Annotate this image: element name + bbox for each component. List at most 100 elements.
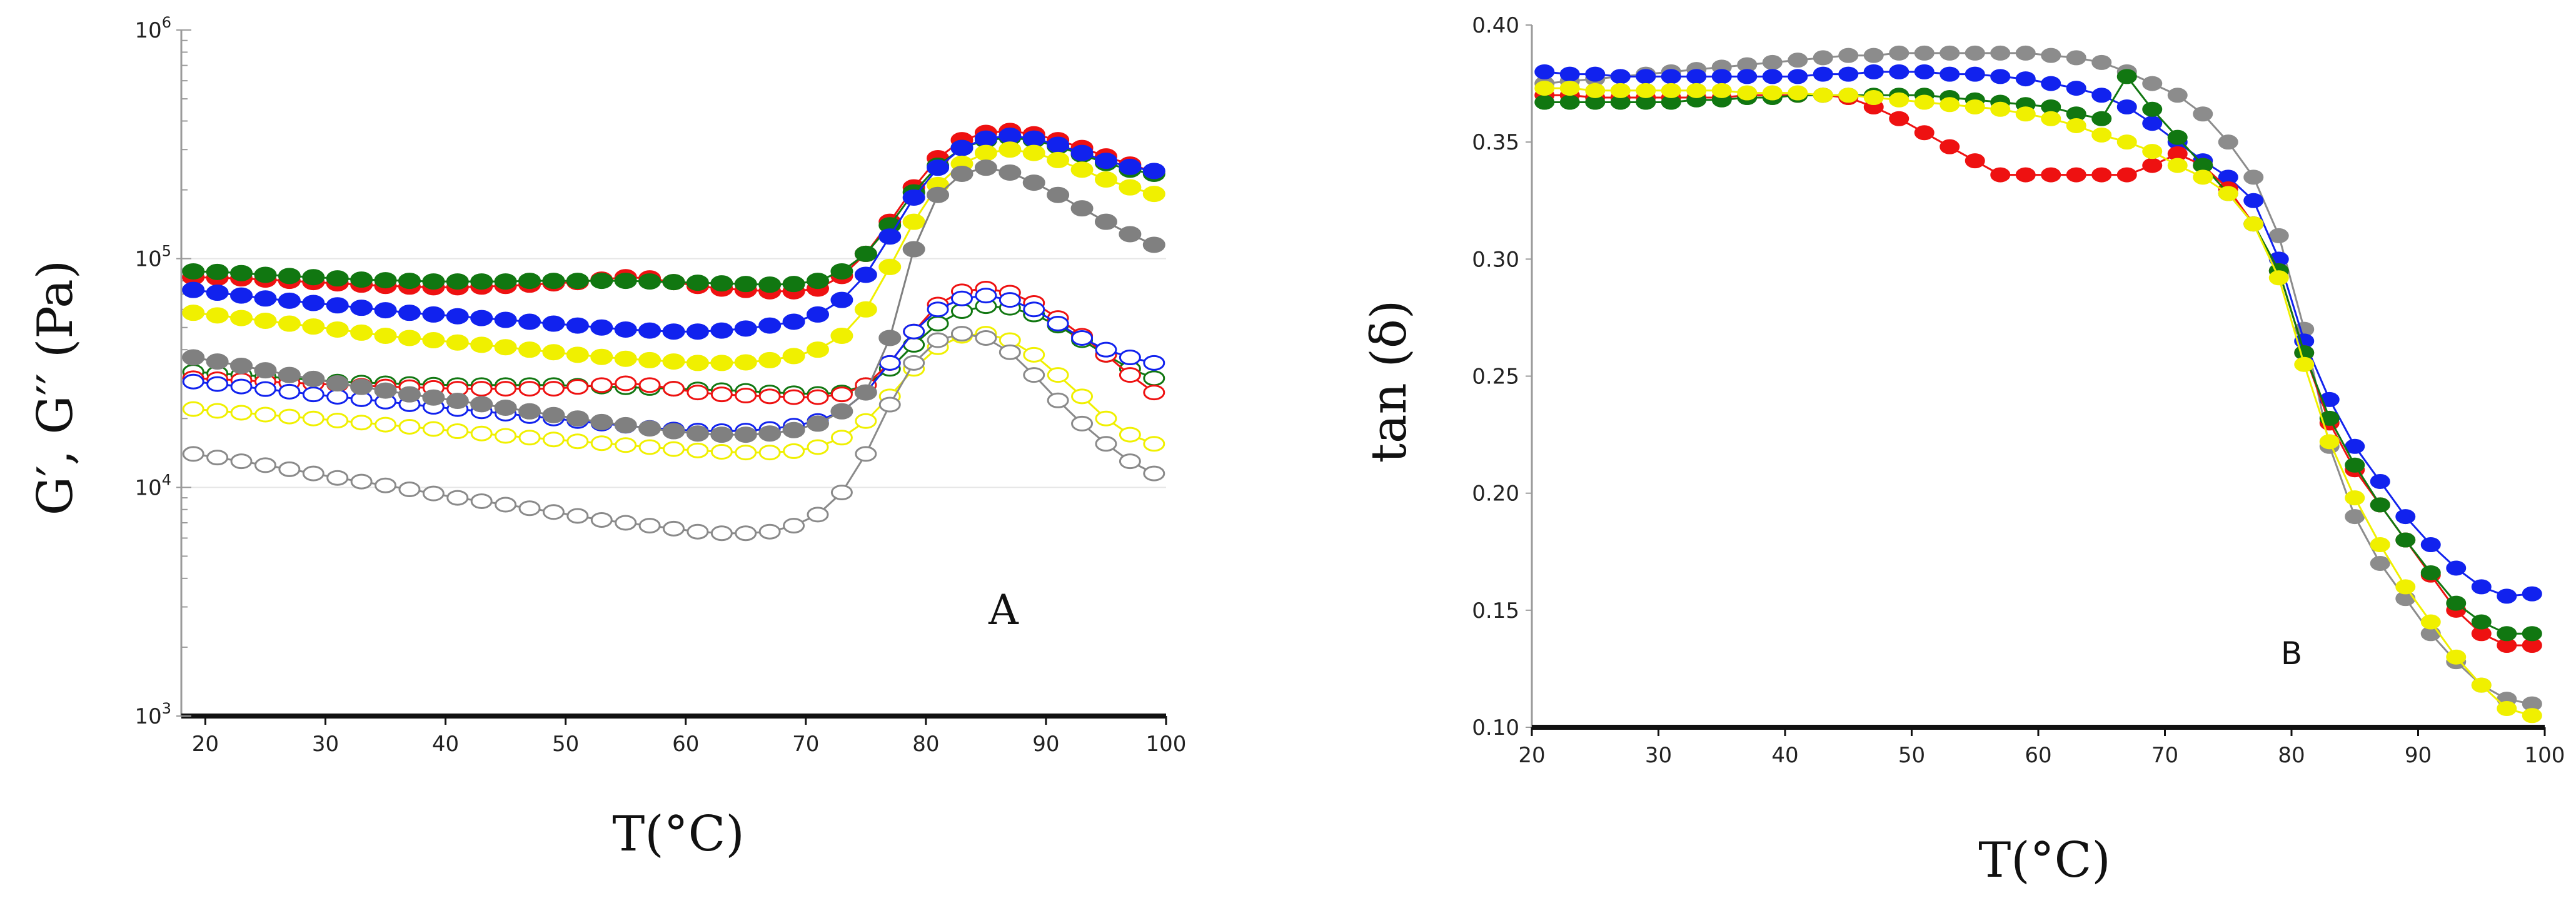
data-point — [254, 290, 277, 307]
data-point — [1023, 301, 1045, 318]
data-point — [2218, 186, 2238, 201]
data-point — [878, 355, 901, 371]
panel-a-y-tick-base: 10 — [134, 247, 161, 272]
data-point — [854, 384, 877, 401]
data-point — [1094, 213, 1117, 230]
data-point — [1965, 45, 1985, 61]
data-point — [326, 321, 349, 338]
data-point — [2142, 101, 2163, 117]
data-point — [734, 426, 757, 443]
data-point — [398, 386, 421, 403]
panel-b-x-axis-title: T(°C) — [1978, 832, 2111, 889]
data-point — [254, 406, 276, 423]
data-point — [1788, 85, 1808, 101]
data-point — [1095, 410, 1117, 426]
data-point — [1889, 64, 1909, 79]
data-point — [470, 493, 493, 509]
data-point — [302, 410, 325, 426]
data-point — [1965, 99, 1985, 115]
data-point — [446, 490, 469, 506]
data-point — [687, 523, 709, 540]
data-point — [758, 276, 782, 293]
data-point — [518, 273, 541, 290]
panel-a-series — [182, 123, 1165, 542]
panel-a-y-tick-label: 103 — [134, 700, 171, 729]
data-point — [662, 274, 685, 291]
data-point — [230, 310, 253, 326]
data-point — [470, 396, 493, 413]
panel-b-series-yellow — [1534, 81, 2542, 724]
data-point — [542, 315, 565, 332]
data-point — [2522, 586, 2542, 602]
data-point — [1071, 388, 1094, 405]
series-line — [193, 136, 1155, 286]
data-point — [278, 292, 301, 309]
data-point — [1813, 50, 1833, 66]
data-point — [590, 319, 613, 336]
panel-a-x-tick-label: 50 — [552, 732, 579, 757]
data-point — [2370, 473, 2390, 489]
panel-a-y-tick-base: 10 — [134, 475, 161, 500]
data-point — [470, 310, 493, 326]
panel-b-x-tick-label: 20 — [1518, 743, 1545, 768]
data-point — [687, 442, 709, 458]
data-point — [278, 315, 301, 332]
data-point — [2116, 167, 2137, 183]
data-point — [1047, 151, 1070, 168]
panel-b-chart: 0.10 0.15 0.20 0.25 0.30 0.35 0.40 20 30 40 50 60 70… — [1361, 13, 2565, 889]
data-point — [638, 377, 661, 393]
data-point — [495, 497, 517, 513]
data-point — [663, 441, 685, 457]
panel-b-y-tick-label: 0.40 — [1472, 13, 1519, 38]
data-point — [710, 355, 733, 371]
data-point — [350, 473, 373, 490]
data-point — [566, 379, 589, 395]
data-point — [182, 401, 204, 417]
data-point — [999, 292, 1021, 308]
data-point — [950, 165, 974, 182]
series-line — [1544, 74, 2532, 635]
data-point — [302, 465, 325, 482]
data-point — [2497, 626, 2517, 642]
data-point — [1095, 436, 1117, 452]
data-point — [735, 388, 757, 404]
data-point — [903, 323, 925, 340]
data-point — [230, 287, 253, 304]
data-point — [2446, 560, 2467, 576]
data-point — [2167, 129, 2188, 145]
panel-a-y-axis-title: G′, G′′ (Pa) — [28, 260, 84, 515]
data-point — [974, 144, 997, 161]
data-point — [2142, 158, 2163, 173]
data-point — [903, 355, 925, 371]
data-point — [1119, 426, 1141, 443]
data-point — [326, 470, 349, 486]
data-point — [495, 428, 517, 444]
data-point — [446, 334, 469, 351]
data-point — [1940, 139, 1960, 154]
data-point — [375, 477, 397, 493]
data-point — [735, 525, 757, 542]
panel-a-y-tick-exponent: 5 — [162, 243, 171, 260]
data-point — [375, 416, 397, 433]
panel-a-x-tick-label: 70 — [792, 732, 819, 757]
data-point — [830, 327, 853, 344]
data-point — [806, 415, 829, 432]
data-point — [2446, 595, 2467, 611]
data-point — [494, 399, 517, 416]
data-point — [566, 508, 589, 524]
data-point — [590, 435, 613, 452]
data-point — [1559, 81, 1580, 96]
data-point — [1990, 167, 2011, 183]
data-point — [2395, 532, 2416, 548]
data-point — [2471, 677, 2492, 693]
panel-b-series-green — [1534, 69, 2542, 642]
data-point — [302, 370, 325, 387]
data-point — [686, 355, 709, 371]
panel-a-y-tick-label: 105 — [134, 243, 171, 272]
data-point — [1585, 83, 1606, 98]
data-point — [974, 130, 997, 147]
data-point — [2420, 565, 2441, 580]
panel-a-x-tick-label: 90 — [1032, 732, 1059, 757]
data-point — [663, 381, 685, 397]
data-point — [1737, 85, 1758, 101]
